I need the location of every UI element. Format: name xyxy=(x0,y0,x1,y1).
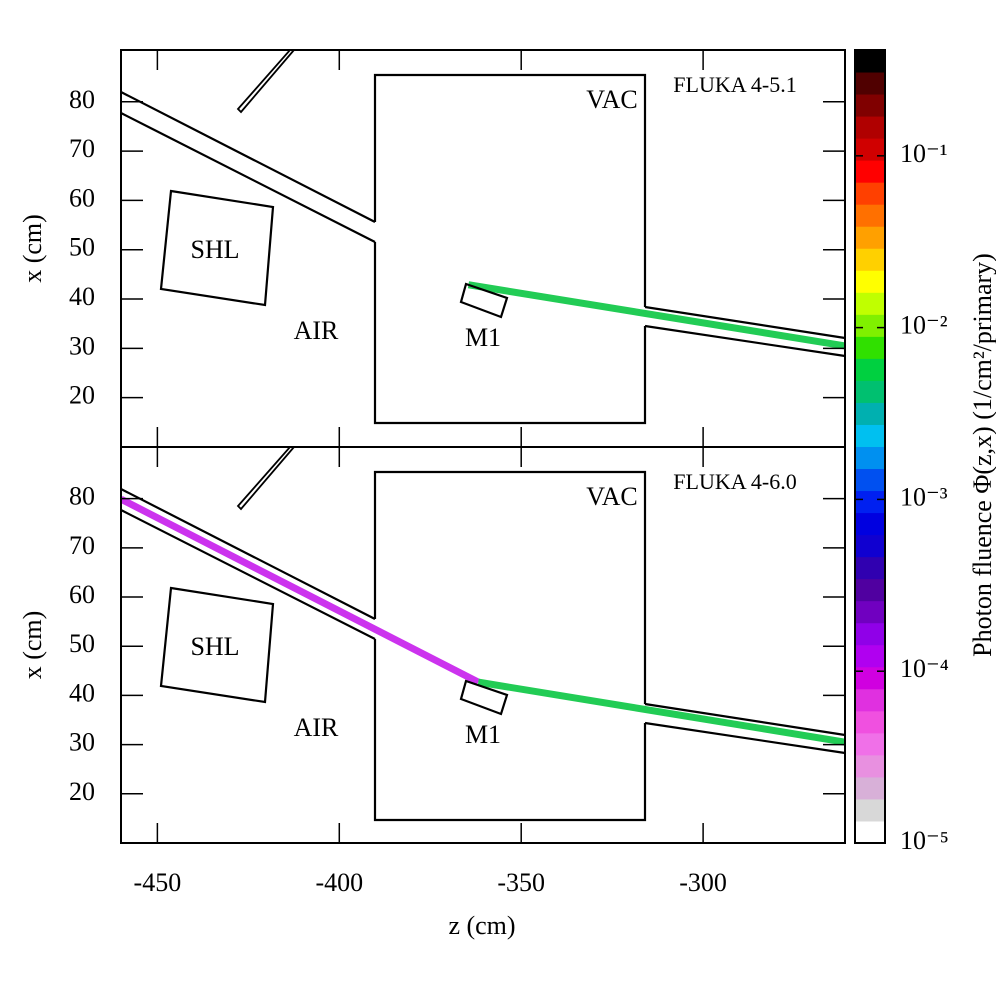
y-tick-label: 60 xyxy=(69,580,95,609)
y-tick-label: 40 xyxy=(69,282,95,311)
colorbar-band xyxy=(855,820,885,844)
x-axis-label: z (cm) xyxy=(448,911,515,940)
x-tick-label: -400 xyxy=(315,868,363,897)
colorbar-band xyxy=(855,666,885,690)
colorbar-band xyxy=(855,468,885,492)
colorbar-band xyxy=(855,270,885,293)
colorbar-band xyxy=(855,50,885,73)
y-tick-label: 70 xyxy=(69,531,95,560)
region-label: SHL xyxy=(190,235,239,264)
colorbar-tick-label: 10⁻¹ xyxy=(900,139,948,168)
colorbar-band xyxy=(855,578,885,602)
colorbar-band xyxy=(855,776,885,800)
colorbar-band xyxy=(855,116,885,139)
colorbar-band xyxy=(855,72,885,95)
x-tick-label: -350 xyxy=(497,868,545,897)
colorbar-band xyxy=(855,138,885,161)
colorbar-band xyxy=(855,622,885,646)
x-tick-label: -450 xyxy=(134,868,182,897)
colorbar-band xyxy=(855,600,885,624)
colorbar-band xyxy=(855,732,885,756)
colorbar-band xyxy=(855,94,885,117)
tracks xyxy=(467,281,845,350)
colorbar-band xyxy=(855,754,885,778)
colorbar-band xyxy=(855,248,885,271)
region-label: M1 xyxy=(465,323,501,352)
y-tick-label: 60 xyxy=(69,183,95,212)
y-axis-label: x (cm) xyxy=(18,611,47,680)
colorbar-band xyxy=(855,292,885,315)
region-label: SHL xyxy=(190,632,239,661)
colorbar-band xyxy=(855,710,885,734)
region-label: VAC xyxy=(586,482,638,511)
colorbar-band xyxy=(855,402,885,425)
colorbar-band xyxy=(855,182,885,205)
y-tick-label: 70 xyxy=(69,134,95,163)
y-tick-label: 30 xyxy=(69,728,95,757)
y-tick-label: 30 xyxy=(69,331,95,360)
x-tick-label: -300 xyxy=(679,868,727,897)
colorbar-frame xyxy=(854,49,886,844)
region-label: M1 xyxy=(465,720,501,749)
colorbar-band xyxy=(855,314,885,337)
colorbar-tick-label: 10⁻⁵ xyxy=(900,826,949,855)
colorbar-band xyxy=(855,512,885,536)
tracks xyxy=(121,496,845,746)
y-tick-label: 80 xyxy=(69,85,95,114)
colorbar-band xyxy=(855,534,885,558)
y-axis-label: x (cm) xyxy=(18,214,47,283)
region-label: AIR xyxy=(294,316,339,345)
y-tick-label: 50 xyxy=(69,233,95,262)
colorbar-label: Photon fluence Φ(z,x) (1/cm²/primary) xyxy=(968,253,996,657)
y-tick-label: 50 xyxy=(69,629,95,658)
colorbar-band xyxy=(855,644,885,668)
fluence-track xyxy=(477,678,845,746)
panel-label: FLUKA 4-6.0 xyxy=(673,469,796,494)
colorbar-band xyxy=(855,424,885,447)
region-label: VAC xyxy=(586,85,638,114)
colorbar-band xyxy=(855,798,885,822)
fluence-track xyxy=(121,496,480,686)
colorbar-band xyxy=(855,336,885,359)
colorbar-band xyxy=(855,556,885,580)
colorbar-band xyxy=(855,358,885,381)
colorbar-band xyxy=(855,688,885,712)
colorbar-band xyxy=(855,204,885,227)
region-label: AIR xyxy=(294,713,339,742)
plot-frame xyxy=(120,446,846,844)
panel-label: FLUKA 4-5.1 xyxy=(673,72,796,97)
y-tick-label: 20 xyxy=(69,777,95,806)
colorbar-tick-label: 10⁻⁴ xyxy=(900,654,949,683)
colorbar-band xyxy=(855,226,885,249)
colorbar-tick-label: 10⁻² xyxy=(900,311,948,340)
colorbar-tick-label: 10⁻³ xyxy=(900,482,948,511)
colorbar-band xyxy=(855,490,885,514)
y-tick-label: 40 xyxy=(69,678,95,707)
y-tick-label: 20 xyxy=(69,381,95,410)
colorbar-band xyxy=(855,380,885,403)
fluence-track xyxy=(467,281,845,350)
colorbar-band xyxy=(855,160,885,183)
colorbar-band xyxy=(855,446,885,470)
y-tick-label: 80 xyxy=(69,482,95,511)
